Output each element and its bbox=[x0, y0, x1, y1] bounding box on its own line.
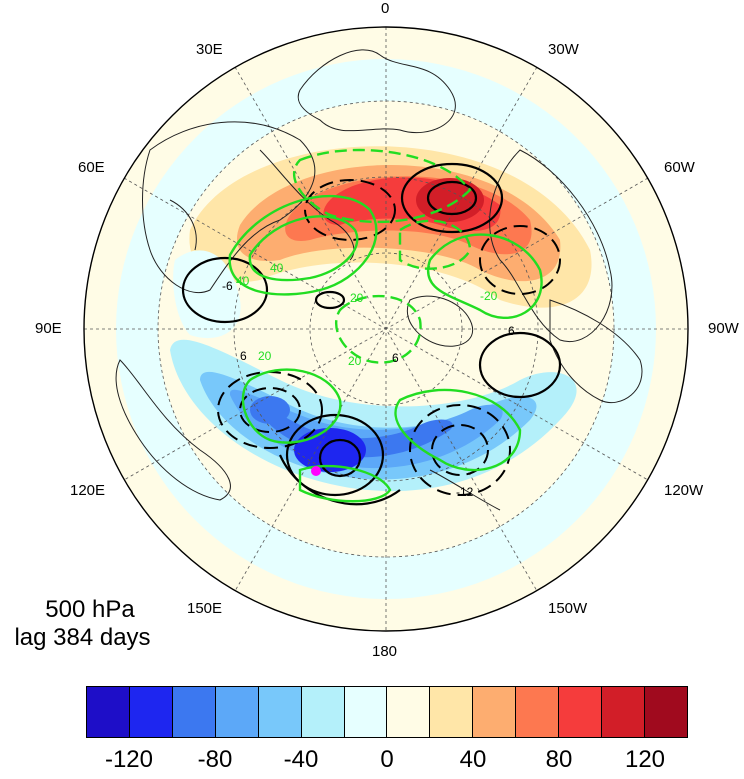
green-dashed-contours bbox=[292, 148, 472, 364]
colorbar-swatch bbox=[172, 687, 216, 737]
contour-label: 6 bbox=[240, 349, 247, 363]
contour-label: 6 bbox=[508, 324, 515, 338]
caption-lag: lag 384 days bbox=[14, 624, 151, 651]
contour-label: 20 bbox=[258, 349, 272, 363]
colorbar-swatch bbox=[516, 687, 560, 737]
lon-label-60e: 60E bbox=[78, 159, 105, 176]
colorbar-tick-label: 120 bbox=[624, 746, 666, 773]
colorbar-tick-label: -120 bbox=[104, 746, 154, 773]
lon-label-90w: 90W bbox=[708, 320, 739, 337]
lon-label-30e: 30E bbox=[196, 41, 223, 58]
colorbar-swatch bbox=[344, 687, 388, 737]
contour-label: -20 bbox=[480, 289, 498, 303]
colorbar-tick-label: 40 bbox=[459, 746, 487, 773]
colorbar-swatch bbox=[129, 687, 173, 737]
colorbar-tick-label: 0 bbox=[380, 746, 394, 773]
green-contours bbox=[228, 194, 543, 503]
contour-label: 20 bbox=[348, 354, 362, 368]
colorbar-swatch bbox=[644, 687, 687, 737]
colorbar bbox=[86, 686, 688, 738]
lon-label-120e: 120E bbox=[70, 482, 106, 499]
map-boundary bbox=[83, 26, 689, 632]
contour-label: -6 bbox=[222, 279, 233, 293]
contour-label: 40 bbox=[270, 261, 284, 275]
caption-level: 500 hPa bbox=[45, 596, 135, 623]
location-marker bbox=[311, 466, 321, 476]
contour-label: 40 bbox=[236, 274, 250, 288]
colorbar-swatch bbox=[215, 687, 259, 737]
colorbar-swatch bbox=[301, 687, 345, 737]
colorbar-swatch bbox=[602, 687, 645, 737]
colorbar-swatch bbox=[559, 687, 603, 737]
colorbar-swatch bbox=[387, 687, 431, 737]
colorbar-swatch bbox=[473, 687, 517, 737]
lon-label-150e: 150E bbox=[187, 600, 223, 617]
lon-label-150w: 150W bbox=[548, 600, 588, 617]
lon-label-30w: 30W bbox=[548, 41, 579, 58]
colorbar-tick-label: 80 bbox=[545, 746, 573, 773]
lon-label-0: 0 bbox=[381, 0, 390, 17]
contour-label: -12 bbox=[456, 485, 474, 499]
colorbar-tick-label: -40 bbox=[283, 746, 319, 773]
colorbar-swatch bbox=[87, 687, 130, 737]
lon-label-90e: 90E bbox=[35, 320, 62, 337]
graticule bbox=[84, 27, 688, 631]
lon-label-120w: 120W bbox=[664, 482, 704, 499]
contour-label: 20 bbox=[350, 291, 364, 305]
colorbar-swatch bbox=[258, 687, 302, 737]
contour-labels: 40 40 20 20 20 -20 6 6 6 -6 -12 bbox=[222, 261, 515, 499]
colorbar-swatch bbox=[430, 687, 474, 737]
lon-label-180: 180 bbox=[372, 643, 398, 660]
shaded-anomaly-field bbox=[84, 27, 688, 631]
contour-label: 6 bbox=[392, 351, 399, 365]
colorbar-tick-label: -80 bbox=[197, 746, 233, 773]
lon-label-60w: 60W bbox=[664, 159, 695, 176]
